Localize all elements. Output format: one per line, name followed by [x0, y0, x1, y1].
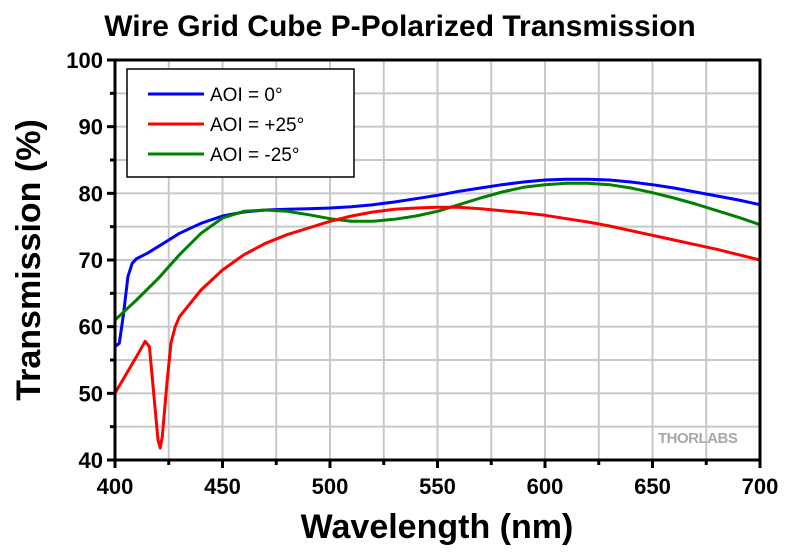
x-tick-label: 400: [97, 474, 134, 499]
x-tick-label: 600: [527, 474, 564, 499]
thorlabs-watermark: THORLABS: [658, 430, 738, 447]
x-tick-label: 700: [742, 474, 779, 499]
x-tick-label: 450: [204, 474, 241, 499]
y-axis-label: Transmission (%): [10, 119, 48, 401]
y-tick-label: 90: [79, 115, 103, 140]
legend-label-1: AOI = +25°: [210, 115, 304, 136]
y-tick-labels: 40 50 60 70 80 90 100: [66, 48, 115, 473]
x-tick-label: 650: [634, 474, 671, 499]
x-tick-labels: 400 450 500 550 600 650 700: [97, 460, 779, 499]
x-tick-label: 500: [312, 474, 349, 499]
series-line-2: [113, 181, 761, 322]
legend-label-2: AOI = -25°: [210, 145, 299, 166]
y-tick-label: 50: [79, 381, 103, 406]
y-tick-label: 60: [79, 315, 103, 340]
legend: AOI = 0° AOI = +25° AOI = -25°: [126, 68, 355, 178]
x-axis-label: Wavelength (nm): [301, 508, 574, 546]
series-line-0: [114, 177, 761, 348]
series-layer: [113, 177, 761, 450]
legend-label-0: AOI = 0°: [210, 85, 283, 106]
series-line-1: [113, 205, 761, 450]
y-tick-label: 100: [66, 48, 103, 73]
y-tick-label: 70: [79, 248, 103, 273]
grid: [115, 60, 760, 460]
chart-title: Wire Grid Cube P-Polarized Transmission: [104, 10, 696, 43]
y-tick-label: 40: [79, 448, 103, 473]
x-tick-label: 550: [419, 474, 456, 499]
y-tick-label: 80: [79, 181, 103, 206]
